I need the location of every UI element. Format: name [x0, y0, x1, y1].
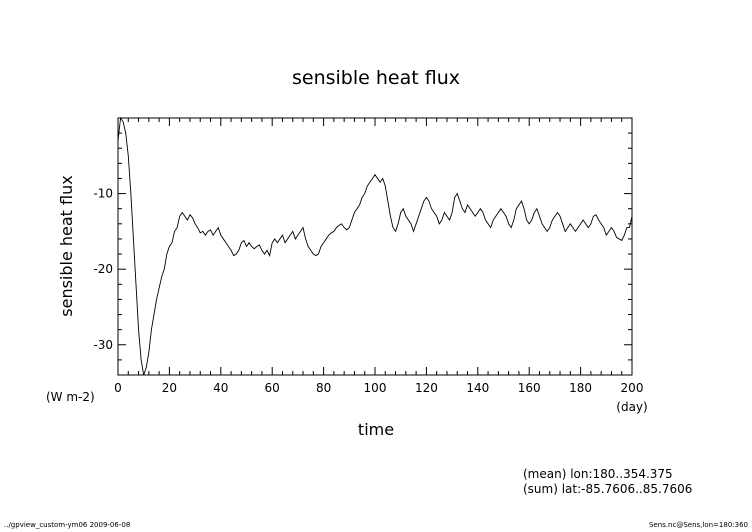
- x-tick-label: 180: [569, 381, 592, 395]
- plot-frame: [117, 117, 633, 376]
- chart-title: sensible heat flux: [292, 67, 460, 89]
- x-tick-label: 0: [114, 381, 122, 395]
- footer-right: Sens.nc@Sens,lon=180:360: [648, 521, 748, 529]
- x-axis-unit: (day): [616, 400, 647, 414]
- annotation-sum: (sum) lat:-85.7606..85.7606: [523, 482, 692, 496]
- series-line: [117, 116, 633, 376]
- y-axis-label: sensible heat flux: [57, 175, 76, 316]
- x-tick-label: 100: [364, 381, 387, 395]
- x-tick-label: 160: [518, 381, 541, 395]
- y-axis: -10 -20 -30: [93, 117, 632, 376]
- x-tick-label: 20: [162, 381, 177, 395]
- x-tick-label: 80: [316, 381, 331, 395]
- y-axis-unit: (W m-2): [46, 390, 95, 404]
- x-tick-label: 140: [466, 381, 489, 395]
- x-tick-label: 60: [265, 381, 280, 395]
- x-tick-label: 40: [213, 381, 228, 395]
- x-tick-label: 200: [621, 381, 644, 395]
- y-tick-label: -30: [93, 338, 113, 352]
- annotation-mean: (mean) lon:180..354.375: [523, 467, 673, 481]
- y-tick-label: -10: [93, 187, 113, 201]
- x-axis: 0 20 40 60 80 100 120 140 160 180 200: [114, 118, 643, 395]
- y-tick-label: -20: [93, 262, 113, 276]
- x-tick-label: 120: [415, 381, 438, 395]
- footer-left: ../gpview_custom-ym06 2009-06-08: [4, 521, 131, 529]
- x-axis-label: time: [358, 420, 394, 439]
